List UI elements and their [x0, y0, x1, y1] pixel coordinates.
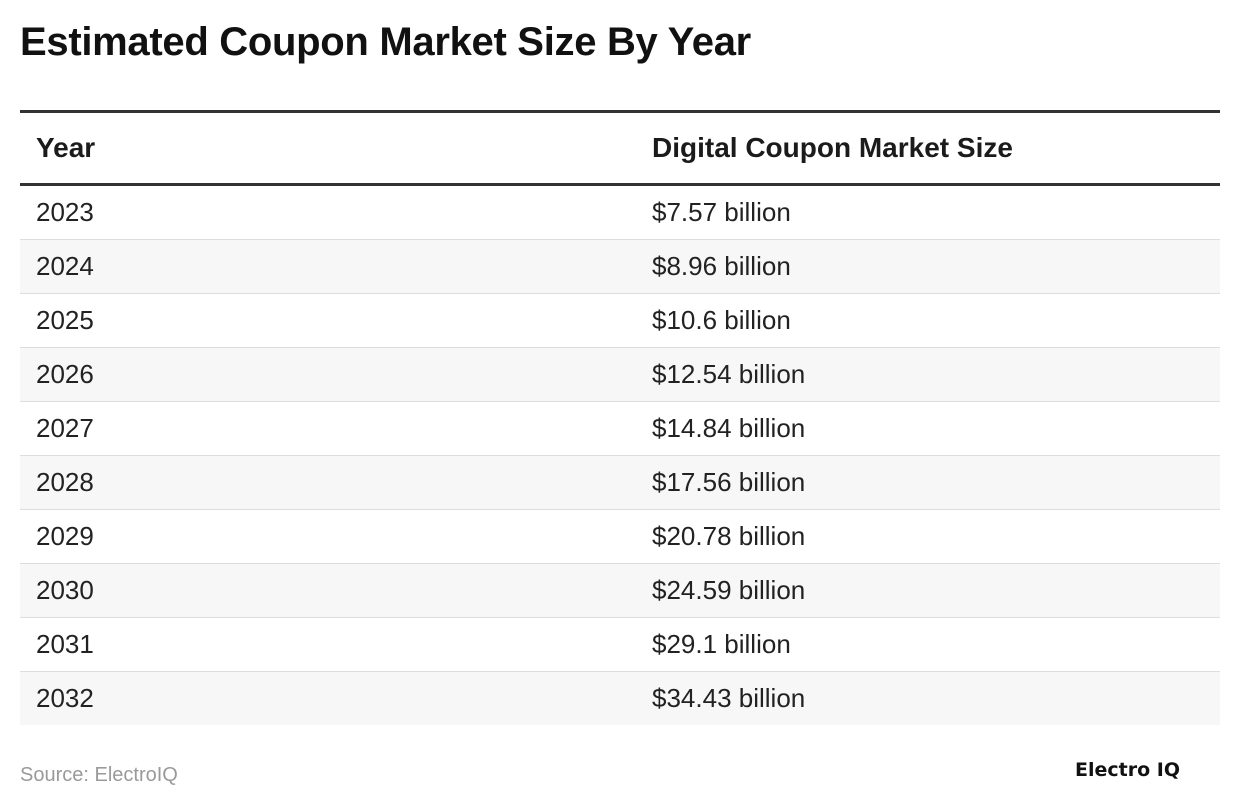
table-row: 2023 $7.57 billion [20, 184, 1220, 240]
year-cell: 2026 [20, 347, 636, 402]
market-size-cell: $14.84 billion [636, 401, 1220, 456]
table-row: 2030 $24.59 billion [20, 563, 1220, 618]
year-cell: 2023 [20, 184, 636, 240]
market-size-cell: $10.6 billion [636, 293, 1220, 348]
source-note: Source: ElectroIQ [20, 764, 178, 786]
market-size-cell: $29.1 billion [636, 617, 1220, 672]
year-cell: 2030 [20, 563, 636, 618]
table-row: 2025 $10.6 billion [20, 293, 1220, 348]
year-cell: 2031 [20, 617, 636, 672]
table-row: 2027 $14.84 billion [20, 401, 1220, 456]
table-body: 2023 $7.57 billion 2024 $8.96 billion 2025 $1… [20, 184, 1220, 725]
market-size-cell: $34.43 billion [636, 671, 1220, 725]
header-row: Year Digital Coupon Market Size [20, 111, 1220, 186]
year-cell: 2027 [20, 401, 636, 456]
column-header-market-size: Digital Coupon Market Size [636, 111, 1220, 186]
year-cell: 2032 [20, 671, 636, 725]
market-size-cell: $7.57 billion [636, 184, 1220, 240]
data-table-container: Year Digital Coupon Market Size 2023 $7.5… [20, 110, 1220, 725]
table-row: 2031 $29.1 billion [20, 617, 1220, 672]
market-size-cell: $8.96 billion [636, 239, 1220, 294]
table-row: 2032 $34.43 billion [20, 671, 1220, 725]
table-row: 2028 $17.56 billion [20, 455, 1220, 510]
table-row: 2029 $20.78 billion [20, 509, 1220, 564]
year-cell: 2029 [20, 509, 636, 564]
column-header-year: Year [20, 111, 636, 186]
table-row: 2024 $8.96 billion [20, 239, 1220, 294]
year-cell: 2024 [20, 239, 636, 294]
market-size-cell: $20.78 billion [636, 509, 1220, 564]
table-row: 2026 $12.54 billion [20, 347, 1220, 402]
market-size-cell: $24.59 billion [636, 563, 1220, 618]
data-table: Year Digital Coupon Market Size 2023 $7.5… [20, 110, 1220, 725]
year-cell: 2025 [20, 293, 636, 348]
market-size-cell: $17.56 billion [636, 455, 1220, 510]
chart-title: Estimated Coupon Market Size By Year [20, 20, 751, 64]
electroiq-logo: Electro IQ [1075, 759, 1180, 781]
year-cell: 2028 [20, 455, 636, 510]
table-header: Year Digital Coupon Market Size [20, 111, 1220, 186]
market-size-cell: $12.54 billion [636, 347, 1220, 402]
